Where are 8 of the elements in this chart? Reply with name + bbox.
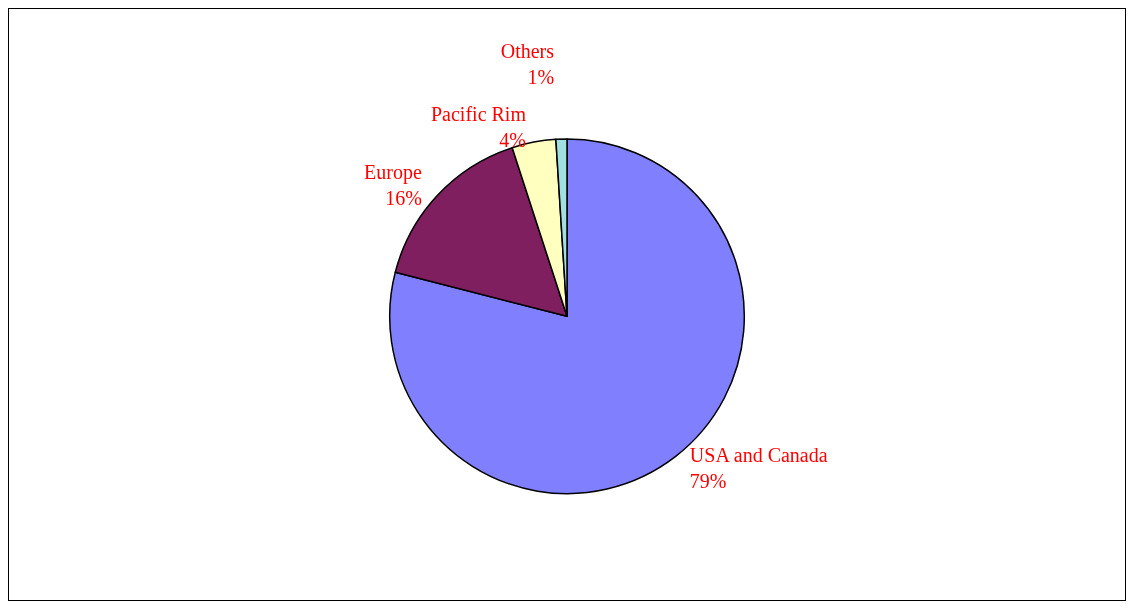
slice-label: Others	[500, 40, 555, 63]
data-label: 79%	[689, 470, 727, 493]
slice-label: Pacific Rim	[430, 103, 527, 126]
data-label: 16%	[385, 186, 422, 209]
data-label: 4%	[499, 129, 526, 152]
slice-label: USA and Canada	[689, 444, 828, 467]
slice-label: Europe	[364, 160, 422, 184]
data-label: 1%	[527, 66, 555, 89]
